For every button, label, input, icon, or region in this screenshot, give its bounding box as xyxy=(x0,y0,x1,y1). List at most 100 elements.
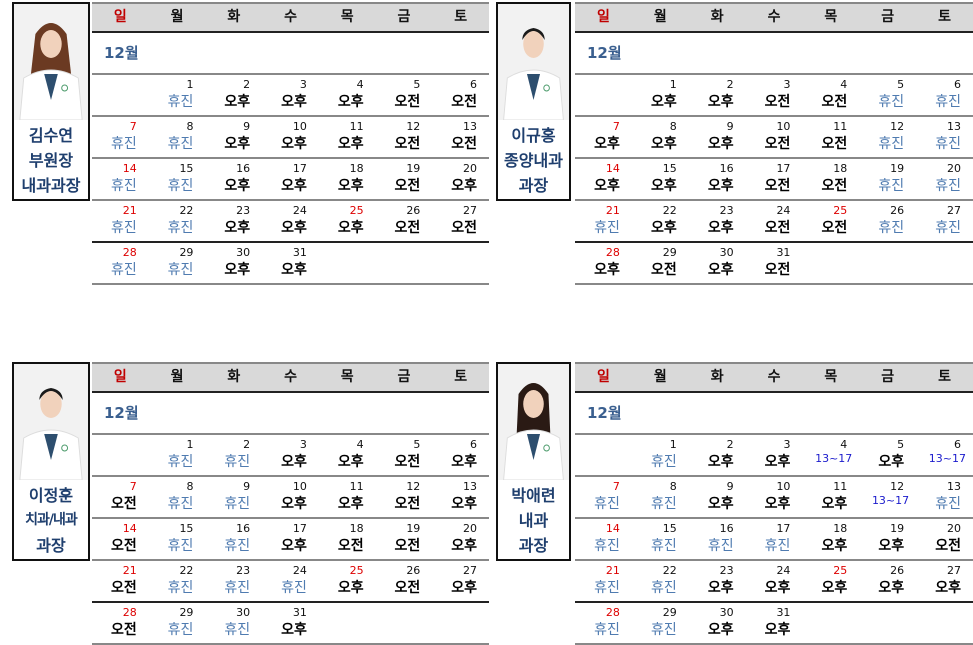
day-cell: 30 오후 xyxy=(689,603,746,643)
day-cell: 8 휴진 xyxy=(149,117,206,157)
schedule-status: 휴진 xyxy=(167,262,194,278)
schedule-status: 오전 xyxy=(451,94,478,110)
date-number: 7 xyxy=(129,120,137,133)
weekday-label: 수 xyxy=(767,9,781,25)
schedule-status: 오후 xyxy=(650,136,677,152)
schedule-status: 오전 xyxy=(821,178,848,194)
schedule-status: 오후 xyxy=(650,94,677,110)
week-row: 21 휴진 22 오후 23 오후 24 오전 25 오전 26 휴진 27 휴진 xyxy=(575,201,973,243)
day-cell: 29 휴진 xyxy=(149,243,206,283)
date-number: 24 xyxy=(776,564,791,577)
schedule-status: 휴진 xyxy=(110,262,137,278)
day-cell: 12 오전 xyxy=(376,117,433,157)
day-cell: 31 오후 xyxy=(262,243,319,283)
day-cell xyxy=(859,603,916,643)
week-row: 7 휴진 8 휴진 9 오후 10 오후 11 오후 12 13~17 13 휴진 xyxy=(575,477,973,519)
day-cell: 7 오전 xyxy=(92,477,149,517)
day-cell: 2 오후 xyxy=(689,75,746,115)
day-cell: 5 오후 xyxy=(859,435,916,475)
schedule-status: 오후 xyxy=(935,580,962,596)
date-number: 22 xyxy=(662,204,677,217)
weekday-label: 화 xyxy=(710,369,724,385)
weekday-label: 화 xyxy=(227,9,241,25)
doctor-title-line: 부원장 xyxy=(28,151,74,170)
day-cell: 11 오후 xyxy=(802,477,859,517)
date-number: 27 xyxy=(947,204,962,217)
date-number: 9 xyxy=(726,480,734,493)
day-cell: 6 오후 xyxy=(432,435,489,475)
schedule-status: 오후 xyxy=(337,94,364,110)
date-number: 28 xyxy=(605,246,620,259)
date-number: 31 xyxy=(776,246,791,259)
date-number: 6 xyxy=(954,438,962,451)
day-cell: 3 오후 xyxy=(262,75,319,115)
date-number: 19 xyxy=(890,162,905,175)
schedule-status: 오후 xyxy=(337,454,364,470)
calendar: 일 월 화 수 목 금 토 12월 1 휴진 2 휴진 3 오후 4 오후 5 오전 6 오후 7 오전 8 휴진 9 휴진 10 오… xyxy=(92,362,489,645)
day-cell: 28 오후 xyxy=(575,243,632,283)
date-number: 12 xyxy=(890,120,905,133)
schedule-status: 오전 xyxy=(394,136,421,152)
day-cell: 14 오후 xyxy=(575,159,632,199)
date-number: 6 xyxy=(954,78,962,91)
weekday-label: 목 xyxy=(340,9,354,25)
day-cell: 9 오후 xyxy=(689,477,746,517)
schedule-status: 휴진 xyxy=(935,220,962,236)
day-cell: 14 오전 xyxy=(92,519,149,559)
day-cell: 14 휴진 xyxy=(92,159,149,199)
date-number: 26 xyxy=(890,564,905,577)
schedule-status: 오전 xyxy=(821,220,848,236)
schedule-status: 휴진 xyxy=(650,454,677,470)
weekday-label: 금 xyxy=(881,369,895,385)
schedule-status: 오후 xyxy=(821,538,848,554)
date-number: 1 xyxy=(669,78,677,91)
schedule-status: 오전 xyxy=(337,538,364,554)
date-number: 30 xyxy=(719,606,734,619)
day-cell: 19 오전 xyxy=(376,519,433,559)
date-number: 1 xyxy=(186,78,194,91)
day-cell xyxy=(575,75,632,115)
date-number: 16 xyxy=(719,162,734,175)
date-number: 18 xyxy=(833,162,848,175)
date-number: 24 xyxy=(776,204,791,217)
day-cell: 13 휴진 xyxy=(916,477,973,517)
week-row: 14 오전 15 휴진 16 휴진 17 오후 18 오전 19 오전 20 오후 xyxy=(92,519,489,561)
schedule-status: 휴진 xyxy=(224,454,251,470)
schedule-status: 휴진 xyxy=(594,622,620,638)
day-cell: 21 휴진 xyxy=(575,201,632,241)
day-cell: 2 오후 xyxy=(689,435,746,475)
week-row: 21 휴진 22 휴진 23 오후 24 오후 25 오후 26 오전 27 오전 xyxy=(92,201,489,243)
weekday-label: 토 xyxy=(938,369,952,385)
date-number: 24 xyxy=(292,564,307,577)
schedule-status: 휴진 xyxy=(167,220,194,236)
day-cell: 12 휴진 xyxy=(859,117,916,157)
date-number: 24 xyxy=(292,204,307,217)
doctor-name: 이규홍 xyxy=(511,126,556,145)
date-number: 16 xyxy=(236,162,251,175)
schedule-status: 휴진 xyxy=(224,538,251,554)
day-cell: 7 오후 xyxy=(575,117,632,157)
day-cell: 16 휴진 xyxy=(205,519,262,559)
date-number: 6 xyxy=(470,78,478,91)
day-cell: 30 오후 xyxy=(205,243,262,283)
schedule-status: 오후 xyxy=(707,454,734,470)
day-cell: 24 오전 xyxy=(746,201,803,241)
schedule-status: 휴진 xyxy=(935,136,962,152)
day-cell xyxy=(92,75,149,115)
schedule-status: 오후 xyxy=(281,178,307,194)
week-row: 1 휴진 2 오후 3 오후 4 13~17 5 오후 6 13~17 xyxy=(575,435,973,477)
schedule-status: 13~17 xyxy=(815,452,853,465)
day-cell: 16 휴진 xyxy=(689,519,746,559)
schedule-status: 오전 xyxy=(110,496,137,512)
schedule-status: 오후 xyxy=(878,454,905,470)
date-number: 7 xyxy=(129,480,137,493)
date-number: 25 xyxy=(833,204,848,217)
date-number: 28 xyxy=(122,606,137,619)
schedule-status: 오후 xyxy=(707,178,734,194)
schedule-status: 오전 xyxy=(394,94,421,110)
date-number: 22 xyxy=(179,204,194,217)
schedule-status: 오전 xyxy=(394,220,421,236)
day-cell: 13 오후 xyxy=(432,477,489,517)
